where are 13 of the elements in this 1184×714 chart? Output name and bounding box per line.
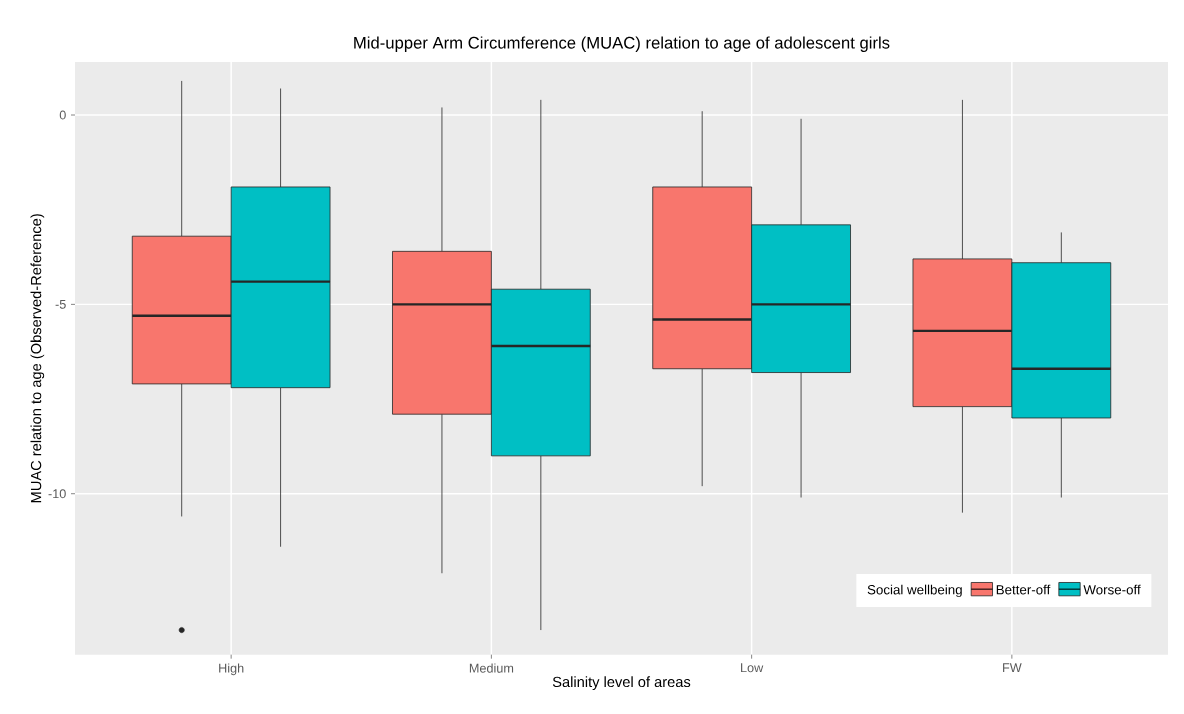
y-tick-label: 0 — [59, 110, 66, 120]
x-tick-label: High — [219, 663, 244, 676]
x-tick-label: FW — [1003, 663, 1022, 673]
y-tick-label: -5 — [55, 299, 66, 309]
x-axis-title: Salinity level of areas — [552, 676, 691, 690]
y-axis-title: MUAC relation to age (Observed-Reference) — [30, 214, 45, 503]
legend-label: Worse-off — [1083, 584, 1141, 595]
y-tick-label: -10 — [48, 489, 66, 499]
legend-label: Better-off — [996, 584, 1051, 595]
x-tick-label: Medium — [469, 663, 514, 673]
chart-title: Mid-upper Arm Circumference (MUAC) relation to age of adolescent girls — [354, 36, 890, 52]
x-tick-label: Low — [741, 663, 764, 673]
legend-title: Social wellbeing — [867, 584, 962, 598]
